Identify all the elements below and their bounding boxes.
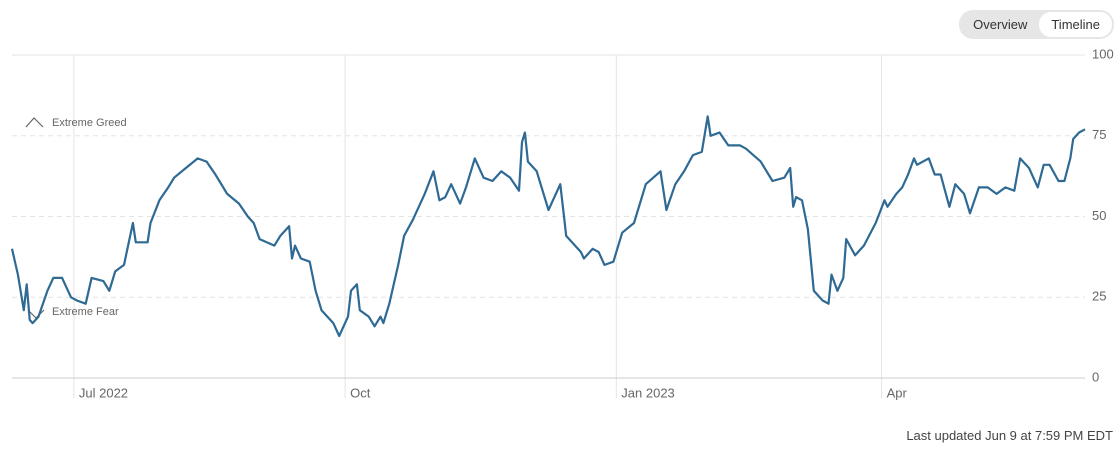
annotation: Extreme Greed: [52, 117, 127, 129]
chart: Extreme Greed Extreme Fear 0 25 50 75 100 Jul…: [10, 46, 1114, 400]
view-toggle: Overview Timeline: [959, 10, 1114, 39]
x-tick-label: Jul 2022: [79, 385, 128, 400]
y-tick-label: 25: [1092, 289, 1106, 304]
y-tick-label: 0: [1092, 369, 1099, 384]
y-tick-label: 100: [1092, 46, 1114, 61]
last-updated: Last updated Jun 9 at 7:59 PM EDT: [906, 428, 1113, 443]
line: [10, 115, 1086, 338]
tab[interactable]: Timeline: [1039, 12, 1112, 37]
x-tick-label: Jan 2023: [621, 385, 675, 400]
annotation: Extreme Fear: [52, 306, 119, 318]
y-tick-label: 75: [1092, 127, 1106, 142]
tab[interactable]: Overview: [973, 17, 1028, 32]
greed-icon: [25, 117, 44, 128]
x-tick-label: Oct: [350, 385, 371, 400]
y-tick-label: 50: [1092, 208, 1106, 223]
x-tick-label: Apr: [887, 385, 908, 400]
